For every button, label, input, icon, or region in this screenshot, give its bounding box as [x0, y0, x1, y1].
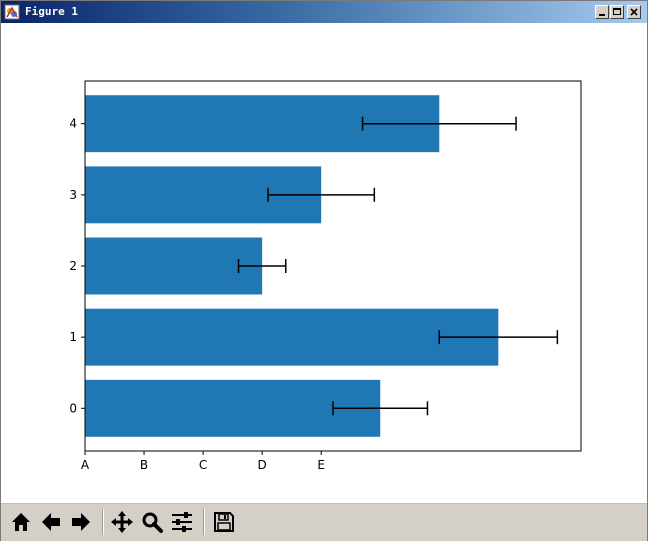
ytick-label-1: 1 [69, 330, 77, 344]
forward-button[interactable] [67, 508, 95, 536]
sliders-icon [172, 512, 192, 532]
floppy-icon [214, 512, 234, 532]
home-button[interactable] [7, 508, 35, 536]
close-icon [630, 8, 638, 16]
xtick-label-1: B [140, 458, 148, 472]
errorbar-4 [361, 116, 517, 131]
errorbar-0 [332, 401, 429, 416]
bar-1 [85, 308, 499, 366]
navigation-toolbar [1, 503, 647, 541]
zoom-button[interactable] [138, 508, 166, 536]
xtick-label-2: C [199, 458, 207, 472]
home-icon [12, 513, 30, 531]
bar-0 [85, 379, 381, 437]
pan-button[interactable] [108, 508, 136, 536]
arrow-right-icon [72, 513, 90, 531]
errorbar-2 [237, 259, 287, 273]
toolbar-separator [102, 509, 104, 535]
save-button[interactable] [210, 508, 238, 536]
bar-2 [85, 237, 263, 295]
window-title: Figure 1 [25, 5, 78, 18]
close-button[interactable] [627, 5, 641, 19]
ytick-label-2: 2 [69, 259, 77, 273]
xtick-label-3: D [258, 458, 267, 472]
minimize-button[interactable] [595, 5, 609, 19]
toolbar-separator [203, 509, 205, 535]
xtick-label-4: E [317, 458, 325, 472]
configure-subplots-button[interactable] [168, 508, 196, 536]
magnifier-icon [142, 512, 163, 533]
ytick-label-3: 3 [69, 188, 77, 202]
plot-canvas[interactable]: 0 1 2 3 4 A B C D E [1, 23, 647, 503]
xtick-label-0: A [81, 458, 90, 472]
app-icon [4, 4, 20, 20]
maximize-icon [613, 8, 621, 15]
ytick-label-4: 4 [69, 117, 77, 131]
ytick-label-0: 0 [69, 401, 77, 415]
title-bar[interactable]: Figure 1 [1, 1, 647, 23]
minimize-icon [599, 14, 605, 16]
errorbar-1 [438, 330, 559, 345]
arrow-left-icon [42, 513, 60, 531]
bar-chart: 0 1 2 3 4 A B C D E [69, 80, 582, 472]
errorbar-3 [267, 187, 376, 202]
back-button[interactable] [37, 508, 65, 536]
maximize-button[interactable] [610, 5, 624, 19]
move-icon [111, 511, 133, 533]
